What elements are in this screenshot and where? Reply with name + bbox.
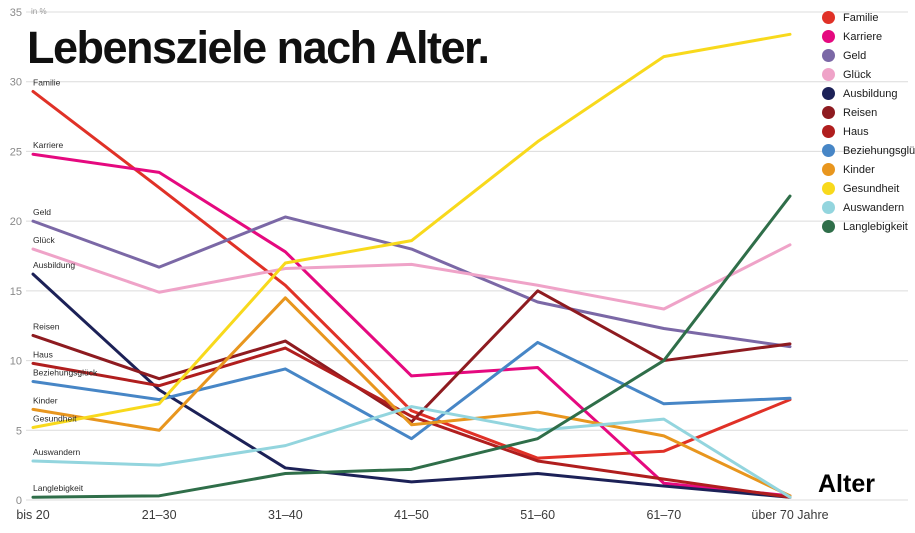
series-start-label-beziehungsglueck: Beziehungsglück — [33, 367, 98, 377]
y-tick-label-35: 35 — [10, 7, 22, 19]
legend-item-familie: Familie — [822, 8, 915, 27]
chart-title: Lebensziele nach Alter. — [27, 22, 490, 73]
series-line-haus — [31, 346, 792, 499]
legend-label-gesundheit: Gesundheit — [843, 182, 900, 195]
legend-item-langlebigkeit: Langlebigkeit — [822, 217, 915, 236]
y-axis-unit-label: in % — [31, 7, 47, 16]
series-line-glueck — [31, 243, 792, 311]
legend-item-haus: Haus — [822, 122, 915, 141]
series-start-label-haus: Haus — [33, 349, 53, 359]
series-start-label-karriere: Karriere — [33, 140, 64, 150]
legend-dot-kinder — [822, 163, 835, 176]
series-start-label-auswandern: Auswandern — [33, 447, 81, 457]
series-line-ausbildung — [31, 272, 792, 499]
y-tick-label-30: 30 — [10, 77, 22, 89]
y-tick-label-0: 0 — [16, 495, 22, 507]
x-axis-title: Alter — [818, 470, 875, 498]
legend-label-haus: Haus — [843, 125, 869, 138]
x-tick-label-21-30: 21–30 — [142, 508, 177, 522]
legend-label-karriere: Karriere — [843, 30, 883, 43]
series-line-gesundheit — [31, 32, 792, 429]
series-start-label-langlebigkeit: Langlebigkeit — [33, 483, 84, 493]
legend-item-auswandern: Auswandern — [822, 198, 915, 217]
series-start-label-geld: Geld — [33, 207, 51, 217]
legend-dot-glueck — [822, 68, 835, 81]
y-tick-label-25: 25 — [10, 146, 22, 158]
legend-label-ausbildung: Ausbildung — [843, 87, 898, 100]
legend-label-langlebigkeit: Langlebigkeit — [843, 220, 908, 233]
legend-dot-reisen — [822, 106, 835, 119]
series-line-geld — [31, 215, 792, 349]
legend-dot-geld — [822, 49, 835, 62]
legend-label-reisen: Reisen — [843, 106, 878, 119]
legend-item-gesundheit: Gesundheit — [822, 179, 915, 198]
legend-label-kinder: Kinder — [843, 163, 875, 176]
series-start-label-ausbildung: Ausbildung — [33, 260, 75, 270]
legend-label-glueck: Glück — [843, 68, 872, 81]
legend-dot-langlebigkeit — [822, 220, 835, 233]
x-tick-label-31-40: 31–40 — [268, 508, 303, 522]
legend-label-geld: Geld — [843, 49, 867, 62]
legend-label-familie: Familie — [843, 11, 879, 24]
x-tick-label-41-50: 41–50 — [394, 508, 429, 522]
legend: Familie Karriere Geld Glück Ausbildung Reisen… — [822, 8, 915, 236]
legend-label-auswandern: Auswandern — [843, 201, 905, 214]
legend-item-beziehungsglueck: Beziehungsglück — [822, 141, 915, 160]
series-line-auswandern — [31, 405, 792, 499]
x-tick-label-bis-20: bis 20 — [16, 508, 49, 522]
series-line-karriere — [31, 152, 792, 498]
y-tick-label-5: 5 — [16, 425, 22, 437]
series-start-label-kinder: Kinder — [33, 395, 58, 405]
series-start-label-familie: Familie — [33, 77, 61, 87]
series-start-label-glueck: Glück — [33, 235, 55, 245]
series-start-label-reisen: Reisen — [33, 321, 60, 331]
y-tick-label-20: 20 — [10, 216, 22, 228]
legend-dot-familie — [822, 11, 835, 24]
x-tick-label-ueber-70-jahre: über 70 Jahre — [751, 508, 828, 522]
series-start-label-gesundheit: Gesundheit — [33, 413, 77, 423]
x-tick-label-61-70: 61–70 — [646, 508, 681, 522]
legend-label-beziehungsglueck: Beziehungsglück — [843, 144, 915, 157]
legend-item-ausbildung: Ausbildung — [822, 84, 915, 103]
legend-item-reisen: Reisen — [822, 103, 915, 122]
legend-item-glueck: Glück — [822, 65, 915, 84]
x-tick-label-51-60: 51–60 — [520, 508, 555, 522]
series-line-beziehungsglueck — [31, 340, 792, 441]
legend-item-kinder: Kinder — [822, 160, 915, 179]
legend-item-karriere: Karriere — [822, 27, 915, 46]
legend-dot-gesundheit — [822, 182, 835, 195]
legend-dot-beziehungsglueck — [822, 144, 835, 157]
y-tick-label-15: 15 — [10, 286, 22, 298]
series-line-kinder — [31, 296, 792, 498]
legend-dot-ausbildung — [822, 87, 835, 100]
legend-dot-haus — [822, 125, 835, 138]
legend-item-geld: Geld — [822, 46, 915, 65]
series-line-langlebigkeit — [31, 194, 792, 499]
series-line-familie — [31, 89, 792, 460]
y-tick-label-10: 10 — [10, 356, 22, 368]
legend-dot-karriere — [822, 30, 835, 43]
legend-dot-auswandern — [822, 201, 835, 214]
